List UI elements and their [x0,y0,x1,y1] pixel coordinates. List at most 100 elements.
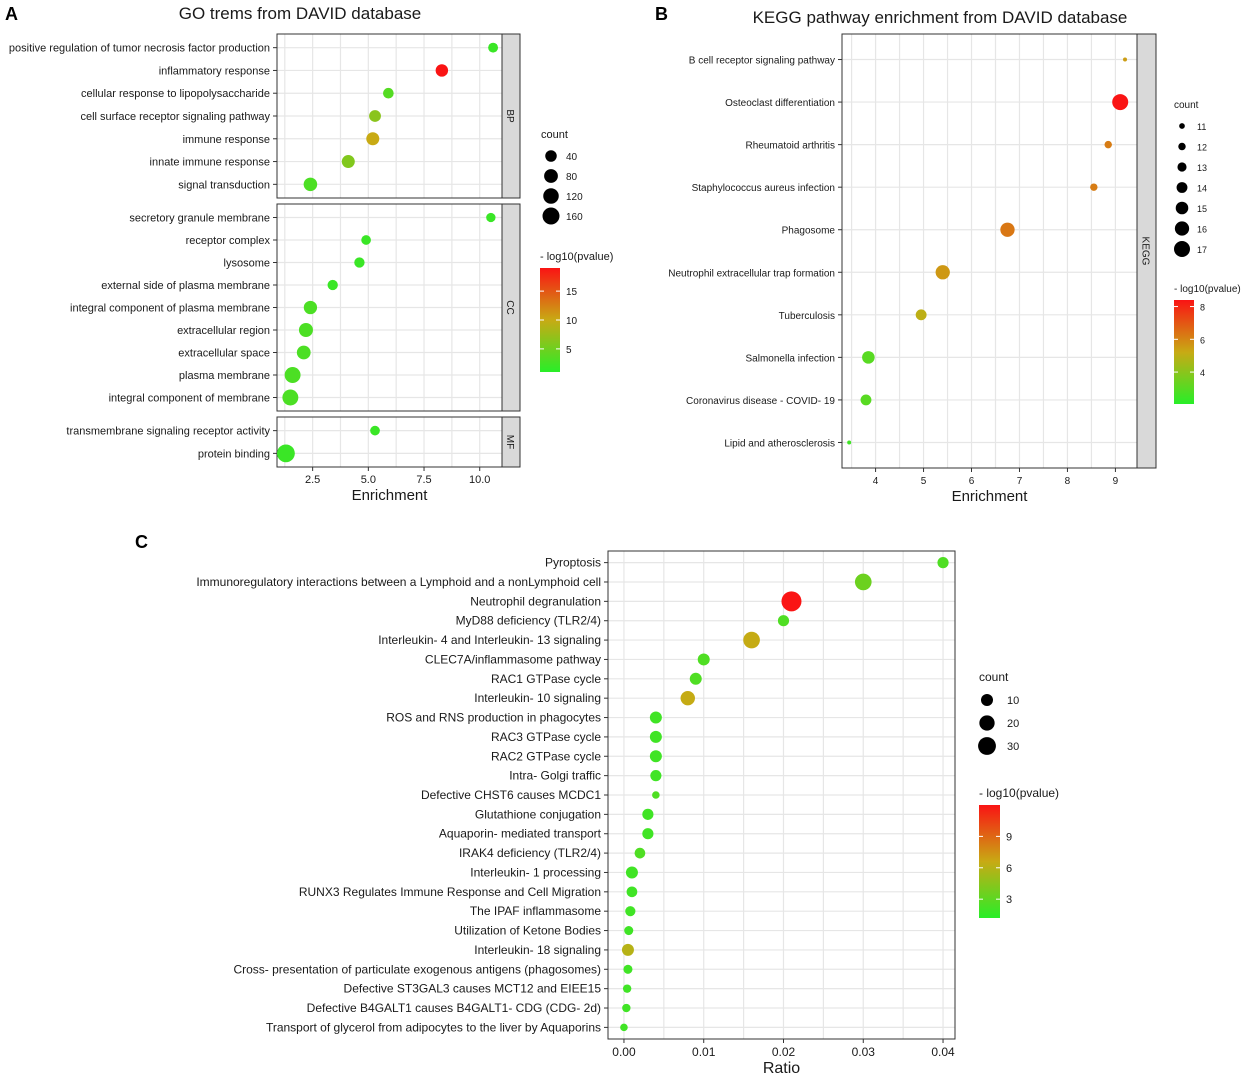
facet-strip [501,203,521,412]
size-legend-label: 10 [1007,695,1019,707]
plot-background [277,417,502,467]
y-tick-label: Interleukin- 1 processing [470,865,601,879]
y-tick-label: Salmonella infection [746,353,836,364]
point-utilization-of-ketone-bodies [624,926,634,936]
point-runx3-regulates-immune-response-and-cell-migration [626,886,638,898]
size-legend-label: 160 [566,212,583,223]
y-tick-label: transmembrane signaling receptor activit… [66,426,270,438]
y-tick-label: Defective ST3GAL3 causes MCT12 and EIEE1… [344,982,602,996]
size-legend-label: 12 [1197,143,1207,153]
x-axis-title: Ratio [763,1060,800,1077]
size-legend-key-160 [542,207,560,225]
panel-letter-c: C [135,532,148,552]
y-tick-label: Interleukin- 4 and Interleukin- 13 signa… [378,633,601,647]
facet-cc: secretory granule membrane receptor compl… [70,203,521,412]
point-secretory-granule-membrane [486,212,496,223]
y-tick-label: The IPAF inflammasome [470,904,601,918]
point-intra-golgi-traffic [650,770,662,782]
y-tick-label: Neutrophil degranulation [470,594,601,608]
point-salmonella-infection [862,351,875,364]
point-rac3-gtpase-cycle [649,730,662,743]
panel-B: B cell receptor signaling pathway Osteocl… [668,8,1240,505]
x-tick-label: 0.03 [852,1045,876,1059]
y-tick-label: integral component of plasma membrane [70,303,270,315]
y-tick-label: Neutrophil extracellular trap formation [668,268,835,279]
point-defective-b4galt1-causes-b4galt1-cdg-cdg-2d [622,1003,631,1013]
y-tick-label: secretory granule membrane [129,213,270,225]
y-tick-label: Staphylococcus aureus infection [692,183,835,194]
facet-bp: positive regulation of tumor necrosis fa… [9,33,521,199]
point-rac1-gtpase-cycle [689,672,702,685]
y-tick-label: Interleukin- 10 signaling [474,691,601,705]
color-bar-label: 3 [1006,894,1012,906]
color-bar-label: 15 [566,287,578,298]
point-defective-st3gal3-causes-mct12-and-eiee15 [622,984,632,993]
color-bar-label: 6 [1200,335,1205,345]
size-legend-label: 120 [566,192,583,203]
size-legend-label: 40 [566,152,578,163]
point-cellular-response-to-lipopolysaccharide [383,87,394,99]
point-cross-presentation-of-particulate-exogenous-antigens-phagosomes [623,964,633,974]
y-tick-label: RAC1 GTPase cycle [491,672,601,686]
point-interleukin-10-signaling [680,690,695,706]
point-osteoclast-differentiation [1112,94,1129,111]
size-legend-key-40 [545,150,557,162]
y-tick-label: Osteoclast differentiation [725,98,835,109]
size-legend-label: 11 [1197,122,1206,132]
point-transmembrane-signaling-receptor-activity [370,425,380,436]
size-legend-title: count [979,670,1009,684]
point-glutathione-conjugation [642,808,654,820]
size-legend-label: 14 [1197,184,1207,194]
y-tick-label: innate immune response [150,157,270,169]
x-tick-label: 5 [921,476,927,487]
point-neutrophil-degranulation [781,591,802,612]
x-tick-label: 0.01 [692,1045,716,1059]
point-interleukin-1-processing [625,866,638,879]
y-tick-label: Tuberculosis [779,311,835,322]
y-tick-label: Glutathione conjugation [475,807,601,821]
chart-title: GO trems from DAVID database [179,4,421,23]
size-legend-title: count [541,129,568,141]
y-tick-label: Intra- Golgi traffic [509,769,601,783]
color-bar [1174,300,1194,404]
size-legend-key-11 [1179,123,1185,129]
y-tick-label: Utilization of Ketone Bodies [454,924,601,938]
facet-strip [501,416,521,468]
point-interleukin-4-and-interleukin-13-signaling [743,631,760,649]
y-tick-label: external side of plasma membrane [101,280,270,292]
y-tick-label: receptor complex [186,235,271,247]
point-external-side-of-plasma-membrane [327,279,338,291]
size-legend-label: 17 [1197,245,1207,255]
color-bar-label: 9 [1006,831,1012,843]
facet-strip-label: BP [504,109,515,123]
point-staphylococcus-aureus-infection [1090,183,1098,191]
point-extracellular-region [298,322,313,338]
y-tick-label: IRAK4 deficiency (TLR2/4) [459,846,601,860]
plot-background [842,34,1137,468]
x-tick-label: 8 [1065,476,1071,487]
y-tick-label: protein binding [198,448,270,460]
panel-letter-b: B [655,4,668,24]
y-tick-label: lysosome [224,258,270,270]
size-legend-label: 30 [1007,741,1019,753]
point-pyroptosis [937,557,949,569]
point-aquaporin-mediated-transport [642,828,654,840]
panel-letter-a: A [5,4,18,24]
x-tick-label: 10.0 [469,474,490,486]
point-positive-regulation-of-tumor-necrosis-factor-production [488,42,499,53]
size-legend-key-30 [978,737,996,755]
color-bar-label: 10 [566,316,578,327]
y-tick-label: cellular response to lipopolysaccharide [81,88,270,100]
color-bar [979,805,1000,918]
point-extracellular-space [296,345,311,360]
point-myd88-deficiency-tlr2-4 [777,615,790,627]
x-tick-label: 0.02 [772,1045,796,1059]
facet-strip [1136,33,1157,469]
facet-strip-label: CC [504,300,515,314]
color-legend-title: - log10(pvalue) [979,786,1059,800]
point-innate-immune-response [341,155,355,169]
panel-C: Pyroptosis Immunoregulatory interactions … [196,550,1059,1077]
point-phagosome [1000,222,1015,237]
point-rheumatoid-arthritis [1104,140,1112,149]
